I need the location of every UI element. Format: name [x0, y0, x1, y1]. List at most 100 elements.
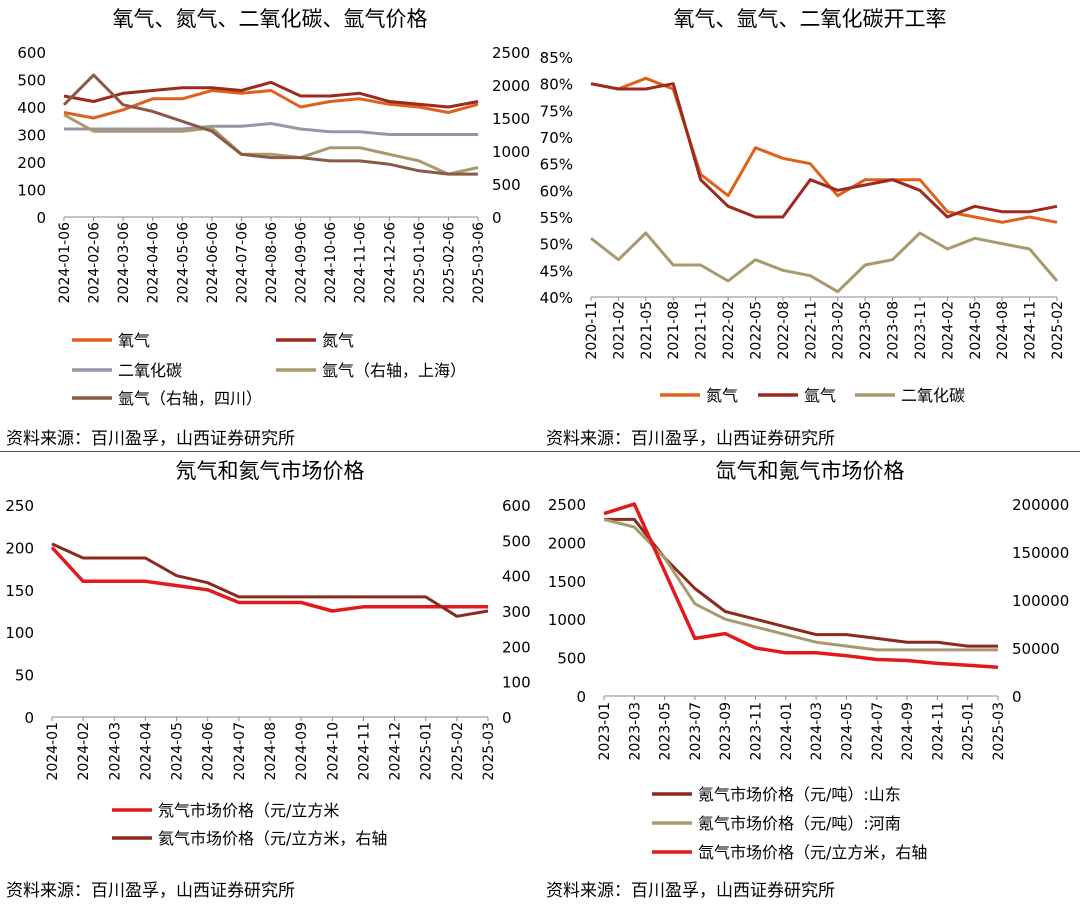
x-tick-label: 2021-02	[611, 301, 627, 360]
series-line-3	[603, 502, 999, 669]
y-tick-label: 100	[5, 624, 34, 642]
x-tick-label: 2024-11	[356, 722, 372, 781]
x-tick-label: 2023-11	[749, 702, 765, 761]
y-tick-label: 2500	[548, 496, 586, 514]
x-tick-label: 2025-02	[450, 722, 466, 781]
x-tick-label: 2024-12	[388, 722, 404, 781]
legend-label: 二氧化碳	[118, 361, 182, 380]
x-tick-label: 2023-08	[886, 301, 902, 360]
series-line-4	[63, 113, 479, 176]
y-tick-label: 1000	[548, 611, 586, 629]
x-tick-label: 2024-07	[232, 722, 248, 781]
x-tick-label: 2025-01-06	[412, 222, 428, 303]
x-tick-label: 2025-01	[419, 722, 435, 781]
x-tick-label: 2022-08	[776, 301, 792, 360]
y2-tick-label: 0	[502, 709, 512, 727]
x-tick-label: 2024-04	[138, 722, 154, 781]
y-tick-label: 300	[17, 127, 46, 145]
x-tick-label: 2024-10	[325, 722, 341, 781]
chart-gas-prices-svg: 氧气、氮气、二氧化碳、氩气价格 0 100 200 300 400 500 600 0 500 1…	[6, 7, 530, 449]
x-tick-label: 2024-05	[170, 722, 186, 781]
y-tick-label: 600	[17, 44, 46, 62]
y2-tick-label: 2000	[492, 77, 530, 95]
x-tick-label: 2022-05	[748, 301, 764, 360]
series-line-2	[590, 82, 1058, 219]
legend-label: 二氧化碳	[901, 386, 965, 405]
chart-title: 氖气和氦气市场价格	[176, 459, 365, 483]
x-tick-label: 2024-03-06	[116, 222, 132, 303]
x-tick-label: 2024-11	[930, 702, 946, 761]
y2-tick-label: 1000	[492, 143, 530, 161]
y2-tick-label: 200000	[1012, 496, 1069, 514]
x-tick-label: 2025-01	[961, 702, 977, 761]
y-tick-label: 40%	[540, 289, 573, 307]
x-tick-label: 2024-03	[107, 722, 123, 781]
y-tick-label: 0	[576, 688, 586, 706]
x-tick-label: 2024-09	[294, 722, 310, 781]
x-tick-label: 2021-08	[666, 301, 682, 360]
series-line-3	[64, 122, 478, 136]
y2-tick-label: 1500	[492, 110, 530, 128]
y2-tick-label: 100	[502, 674, 531, 692]
y-tick-label: 50%	[540, 236, 573, 254]
y2-tick-label: 2500	[492, 44, 530, 62]
x-tick-label: 2024-09	[900, 702, 916, 761]
x-tick-label: 2024-05	[839, 702, 855, 761]
x-tick-label: 2024-01	[45, 722, 61, 781]
x-tick-label: 2024-04-06	[146, 222, 162, 303]
x-tick-label: 2025-02-06	[441, 222, 457, 303]
x-tick-label: 2024-08-06	[264, 222, 280, 303]
chart-title: 氧气、氮气、二氧化碳、氩气价格	[113, 7, 428, 31]
series-line-2	[603, 517, 998, 652]
y2-tick-label: 200	[502, 638, 531, 656]
y-tick-label: 200	[17, 154, 46, 172]
y-tick-label: 400	[17, 99, 46, 117]
y2-tick-label: 0	[492, 209, 502, 227]
x-tick-label: 2025-03	[991, 702, 1007, 761]
x-tick-label: 2024-01	[779, 702, 795, 761]
x-tick-label: 2024-01-06	[57, 222, 73, 303]
chart-gas-prices: 氧气、氮气、二氧化碳、氩气价格 0 100 200 300 400 500 600 0 500 1…	[0, 0, 540, 452]
y-tick-label: 70%	[540, 129, 573, 147]
x-tick-label: 2023-07	[688, 702, 704, 761]
x-tick-label: 2024-06-06	[205, 222, 221, 303]
y-tick-label: 55%	[540, 209, 573, 227]
y2-tick-label: 400	[502, 568, 531, 586]
y-tick-label: 500	[17, 72, 46, 90]
y-tick-label: 50	[15, 667, 34, 685]
x-tick-label: 2023-11	[913, 301, 929, 360]
x-tick-label: 2024-09-06	[294, 222, 310, 303]
legend-label: 氖气市场价格（元/立方米	[158, 801, 339, 820]
y-tick-label: 0	[36, 209, 46, 227]
legend-label: 氪气市场价格（元/吨）:山东	[698, 785, 901, 804]
chart-source: 资料来源：百川盈孚，山西证券研究所	[6, 429, 295, 449]
x-tick-label: 2024-05	[968, 301, 984, 360]
x-tick-label: 2024-02	[940, 301, 956, 360]
x-tick-label: 2020-11	[584, 301, 600, 360]
y-tick-label: 0	[24, 709, 34, 727]
y-tick-label: 1500	[548, 573, 586, 591]
chart-title: 氧气、氩气、二氧化碳开工率	[674, 7, 947, 31]
x-tick-label: 2024-11	[1023, 301, 1039, 360]
x-tick-label: 2024-03	[809, 702, 825, 761]
chart-title: 氙气和氪气市场价格	[716, 459, 905, 483]
legend-label: 氮气	[706, 386, 738, 405]
x-tick-label: 2025-02	[1050, 301, 1066, 360]
x-tick-label: 2024-07	[870, 702, 886, 761]
legend-label: 氮气	[322, 331, 354, 350]
series-line-1	[590, 76, 1058, 224]
x-tick-label: 2024-10-06	[323, 222, 339, 303]
legend-label: 氙气市场价格（元/立方米，右轴	[698, 843, 927, 862]
series-line-1	[50, 546, 488, 613]
legend-label: 氩气（右轴，上海）	[322, 361, 466, 380]
y2-tick-label: 300	[502, 603, 531, 621]
x-tick-label: 2024-02-06	[87, 222, 103, 303]
y-tick-label: 100	[17, 182, 46, 200]
x-tick-label: 2024-02	[76, 722, 92, 781]
x-tick-label: 2021-11	[694, 301, 710, 360]
y2-tick-label: 500	[492, 176, 521, 194]
series-line-3	[590, 231, 1059, 294]
y-tick-label: 500	[557, 650, 586, 668]
legend-label: 氦气市场价格（元/立方米，右轴	[158, 829, 387, 848]
legend-label: 氩气	[804, 386, 836, 405]
